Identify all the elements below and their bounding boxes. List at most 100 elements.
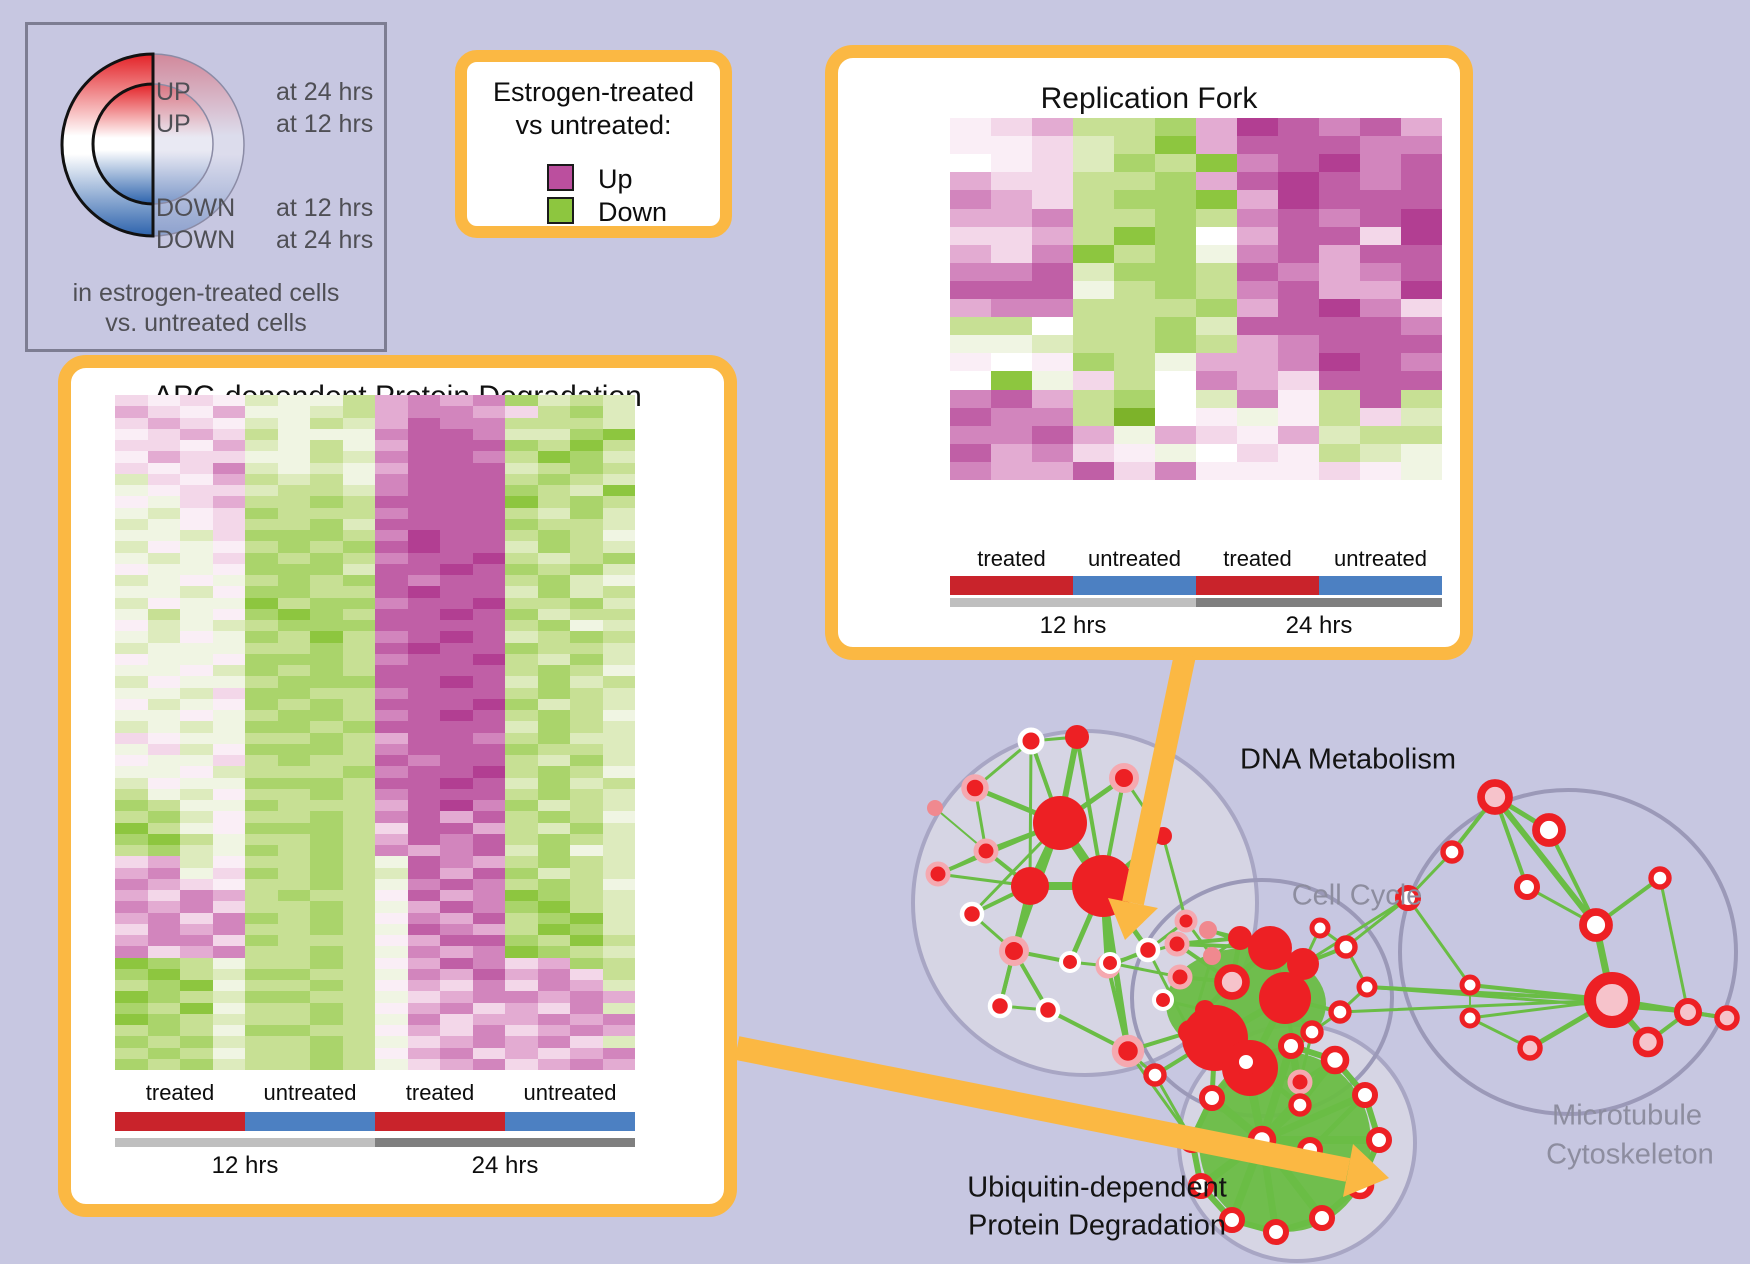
heatmap-cell [310,1013,343,1025]
heatmap-cell [310,732,343,744]
heatmap-cell [310,485,343,497]
heatmap-cell [1155,172,1196,191]
network-node [1174,909,1198,933]
heatmap-cell [375,1058,408,1070]
heatmap-cell [407,687,440,699]
heatmap-cell [570,845,603,857]
heatmap-cell [407,912,440,924]
heatmap-cell [212,957,245,969]
heatmap-cell [375,530,408,542]
heatmap-cell [375,1002,408,1014]
heatmap-cell [277,687,310,699]
heatmap-cell [277,563,310,575]
heatmap-cell [277,676,310,688]
heatmap-cell [245,811,278,823]
heatmap-cell [472,395,505,407]
heatmap-cell [407,822,440,834]
heatmap-cell [180,575,213,587]
heatmap-cell [505,811,538,823]
heatmap-cell [310,451,343,463]
heatmap-cell [277,642,310,654]
heatmap-cell [310,833,343,845]
heatmap-cell [407,833,440,845]
heatmap-cell [1032,389,1073,408]
heatmap-cell [147,867,180,879]
heatmap-cell [115,912,148,924]
heatmap-cell [375,901,408,913]
heatmap-cell [602,462,635,474]
heatmap-cell [147,473,180,485]
heatmap-cell [1360,208,1401,227]
heatmap-cell [115,676,148,688]
heatmap-cell [115,462,148,474]
heatmap-cell [342,777,375,789]
heatmap-cell [407,878,440,890]
heatmap-cell [440,1013,473,1025]
heatmap-cell [602,1013,635,1025]
heatmap-cell [1360,190,1401,209]
heatmap-cell [115,406,148,418]
heatmap-cell [440,710,473,722]
heatmap-cell [472,878,505,890]
heatmap-cell [472,822,505,834]
heatmap-cell [180,991,213,1003]
heatmap-cell [472,777,505,789]
network-node [1300,1020,1324,1044]
heatmap-cell [310,417,343,429]
network-node [1320,1045,1350,1075]
heatmap-cell [310,766,343,778]
heatmap-cell [375,642,408,654]
heatmap-cell [1319,190,1360,209]
heatmap-cell [342,1047,375,1059]
heatmap-cell [950,317,991,336]
heatmap-cell [1073,190,1114,209]
heatmap-cell [245,530,278,542]
heatmap-cell [147,507,180,519]
heatmap-cell [570,867,603,879]
heatmap-cell [147,811,180,823]
heatmap-cell [1032,353,1073,372]
network-edge [1492,794,1599,928]
heatmap-cell [180,1047,213,1059]
heatmap-cell [277,766,310,778]
heatmap-cell [440,890,473,902]
heatmap-cell [1196,461,1237,480]
heatmap-cell [180,732,213,744]
heatmap-cell [212,575,245,587]
heatmap-cell [472,968,505,980]
legend-item-down: Down [547,197,667,230]
heatmap-cell [1114,443,1155,462]
heatmap-cell [570,968,603,980]
heatmap-cell [212,642,245,654]
network-node [1532,813,1566,847]
group-label: untreated [263,1080,357,1105]
heatmap-cell [472,417,505,429]
heatmap-cell [147,687,180,699]
heatmap-cell [537,890,570,902]
heatmap-cell [180,721,213,733]
heatmap-cell [212,1047,245,1059]
heatmap-cell [1073,371,1114,390]
heatmap-cell [342,665,375,677]
network-node [1164,931,1190,957]
heatmap-cell [570,901,603,913]
group-label: treated [1223,546,1292,571]
heatmap-cell [115,710,148,722]
heatmap-cell [472,451,505,463]
heatmap-cell [505,923,538,935]
heatmap-cell [472,710,505,722]
heatmap-cell [375,417,408,429]
network-node [1109,763,1139,793]
heatmap-cell [342,518,375,530]
heatmap-cell [602,518,635,530]
heatmap-cell [342,968,375,980]
heatmap-cell [537,901,570,913]
heatmap-cell [245,676,278,688]
heatmap-cell [1196,407,1237,426]
heatmap-cell [245,462,278,474]
heatmap-cell [505,901,538,913]
heatmap-cell [570,800,603,812]
heatmap-cell [277,946,310,958]
heatmap-cell [1032,299,1073,318]
heatmap-cell [1073,461,1114,480]
